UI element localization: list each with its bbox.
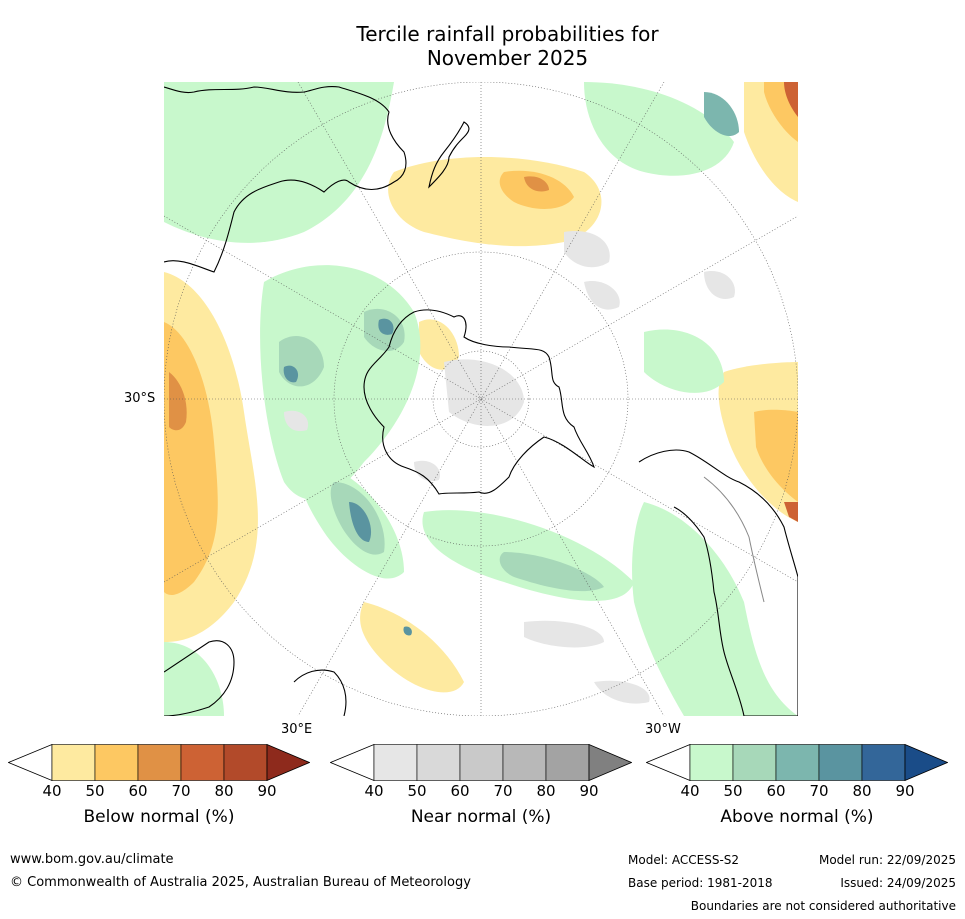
below-normal-regions xyxy=(164,82,798,693)
tick: 60 xyxy=(450,782,470,800)
below-cbar-bin-60-70 xyxy=(137,744,182,781)
country-borders xyxy=(703,476,765,603)
south-america-coastline xyxy=(638,449,798,716)
near-normal-colorbar xyxy=(330,744,632,781)
tick: 80 xyxy=(536,782,556,800)
longitude-label-30w: 30°W xyxy=(645,722,681,737)
above-cbar-bin-40-50 xyxy=(689,744,734,781)
title-line-1: Tercile rainfall probabilities for xyxy=(356,22,659,46)
near-cbar-bin-40-50 xyxy=(373,744,418,781)
above-cbar-bin-70-80 xyxy=(818,744,863,781)
tick: 70 xyxy=(493,782,513,800)
footer-model-run: Model run: 22/09/2025 xyxy=(818,853,956,867)
near-cbar-label: Near normal (%) xyxy=(410,807,552,827)
southern-africa-coastline xyxy=(164,640,235,716)
above-normal-colorbar xyxy=(646,744,948,781)
rainfall-probability-map xyxy=(164,82,798,716)
above-cbar-extend-high xyxy=(904,744,948,781)
title-line-2: November 2025 xyxy=(426,46,589,70)
tick: 60 xyxy=(766,782,786,800)
tick: 50 xyxy=(723,782,743,800)
new-zealand-coastline xyxy=(428,121,470,189)
tick: 50 xyxy=(407,782,427,800)
tick: 90 xyxy=(579,782,599,800)
above-normal-regions xyxy=(164,82,798,716)
above-cbar-bin-60-70 xyxy=(775,744,820,781)
above-cbar-bin-50-60 xyxy=(732,744,777,781)
footer-copyright: © Commonwealth of Australia 2025, Austra… xyxy=(10,875,471,890)
footer-model: Model: ACCESS-S2 xyxy=(628,853,740,867)
below-cbar-ticks: 40 50 60 70 80 90 xyxy=(8,782,310,802)
footer-url[interactable]: www.bom.gov.au/climate xyxy=(10,852,174,867)
below-cbar-bin-40-50 xyxy=(51,744,96,781)
below-cbar-label: Below normal (%) xyxy=(83,807,235,827)
below-cbar-bin-50-60 xyxy=(94,744,139,781)
above-cbar-label: Above normal (%) xyxy=(720,807,874,827)
above-cbar-ticks: 40 50 60 70 80 90 xyxy=(646,782,948,802)
antarctica-coastline xyxy=(363,309,595,495)
near-cbar-bin-70-80 xyxy=(502,744,547,781)
tick: 40 xyxy=(364,782,384,800)
tick: 60 xyxy=(128,782,148,800)
below-normal-colorbar xyxy=(8,744,310,781)
near-cbar-bin-60-70 xyxy=(459,744,504,781)
near-cbar-extend-high xyxy=(588,744,632,781)
tick: 40 xyxy=(42,782,62,800)
tick: 80 xyxy=(214,782,234,800)
australia-coastline xyxy=(164,86,407,273)
above-cbar-extend-low xyxy=(646,744,691,781)
below-cbar-extend-high xyxy=(266,744,310,781)
tick: 50 xyxy=(85,782,105,800)
below-cbar-bin-70-80 xyxy=(180,744,225,781)
above-cbar-bin-80-90 xyxy=(861,744,906,781)
tick: 70 xyxy=(171,782,191,800)
near-cbar-bin-50-60 xyxy=(416,744,461,781)
near-cbar-extend-low xyxy=(330,744,375,781)
footer-base-period: Base period: 1981-2018 xyxy=(628,876,773,890)
near-cbar-bin-80-90 xyxy=(545,744,590,781)
tick: 80 xyxy=(852,782,872,800)
latitude-label-30s: 30°S xyxy=(124,391,156,406)
map-title: Tercile rainfall probabilities for Novem… xyxy=(300,22,715,70)
footer-issued: Issued: 24/09/2025 xyxy=(840,876,956,890)
footer-disclaimer: Boundaries are not considered authoritat… xyxy=(690,899,956,913)
near-normal-regions xyxy=(284,231,735,704)
longitude-label-30e: 30°E xyxy=(281,722,313,737)
below-cbar-extend-low xyxy=(8,744,53,781)
below-cbar-bin-80-90 xyxy=(223,744,268,781)
tick: 90 xyxy=(257,782,277,800)
graticule xyxy=(164,82,798,716)
madagascar-coastline xyxy=(293,669,347,716)
coastlines xyxy=(164,86,798,716)
tick: 40 xyxy=(680,782,700,800)
tick: 90 xyxy=(895,782,915,800)
near-cbar-ticks: 40 50 60 70 80 90 xyxy=(330,782,632,802)
tick: 70 xyxy=(809,782,829,800)
